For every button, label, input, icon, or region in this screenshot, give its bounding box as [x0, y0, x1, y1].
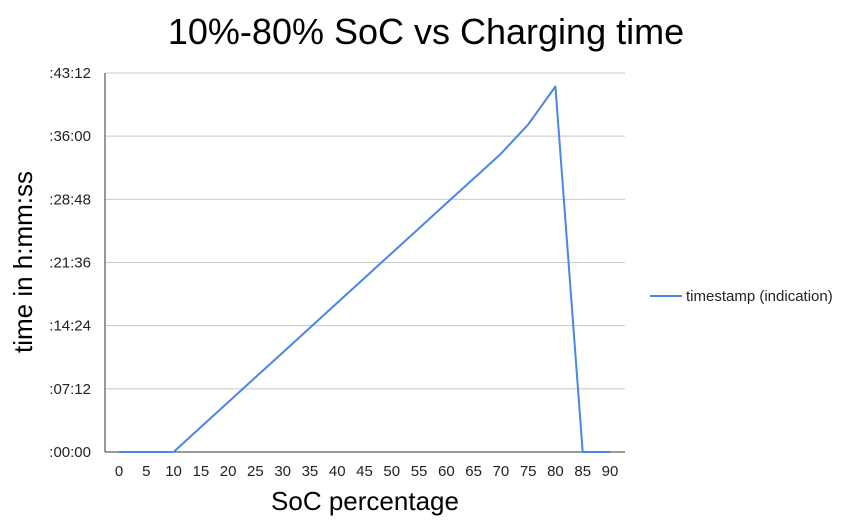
x-tick-label: 45 [356, 463, 373, 480]
x-tick-label: 35 [302, 463, 319, 480]
x-tick-label: 80 [547, 463, 564, 480]
x-tick-label: 70 [493, 463, 510, 480]
x-tick-label: 0 [115, 463, 123, 480]
chart-title: 10%-80% SoC vs Charging time [168, 11, 684, 52]
series [119, 85, 610, 453]
x-tick-label: 5 [142, 463, 150, 480]
series-line [119, 85, 610, 453]
x-tick-label: 55 [411, 463, 428, 480]
y-tick-label: :07:12 [49, 381, 91, 398]
x-axis-title: SoC percentage [271, 486, 459, 516]
x-tick-label: 50 [383, 463, 400, 480]
legend: timestamp (indication) [650, 288, 833, 305]
y-axis-title: time in h:mm:ss [8, 171, 38, 353]
x-tick-label: 30 [274, 463, 291, 480]
x-tick-label: 20 [220, 463, 237, 480]
x-tick-label: 25 [247, 463, 264, 480]
x-tick-label: 15 [192, 463, 209, 480]
legend-label: timestamp (indication) [686, 288, 833, 305]
y-tick-label: :36:00 [49, 128, 91, 145]
x-tick-label: 40 [329, 463, 346, 480]
x-tick-label: 10 [165, 463, 182, 480]
gridlines [105, 72, 625, 390]
y-tick-label: :14:24 [49, 318, 91, 335]
x-tick-label: 65 [465, 463, 482, 480]
x-tick-label: 90 [602, 463, 619, 480]
y-tick-label: :43:12 [49, 65, 91, 82]
x-tick-label: 60 [438, 463, 455, 480]
y-tick-label: :21:36 [49, 255, 91, 272]
y-tick-labels: :00:00 :07:12 :14:24 :21:36 :28:48 :36:00 :43:… [49, 65, 91, 461]
y-tick-label: :28:48 [49, 191, 91, 208]
x-tick-label: 75 [520, 463, 537, 480]
x-tick-label: 85 [574, 463, 591, 480]
x-tick-labels: 0 5 10 15 20 25 30 35 40 45 50 55 60 65 70 75 80 85 90 [115, 463, 619, 480]
y-tick-label: :00:00 [49, 444, 91, 461]
